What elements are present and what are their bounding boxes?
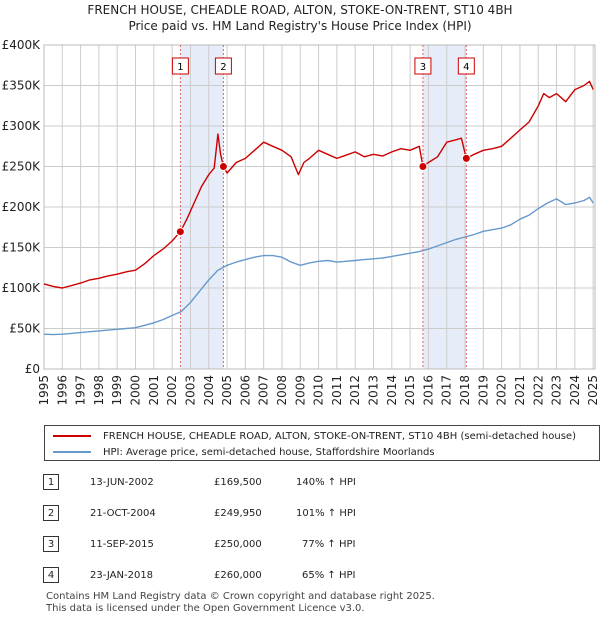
x-tick-label: 2011: [330, 375, 344, 406]
legend-swatch-hpi: [53, 451, 91, 453]
transaction-hpi-2: 101% ↑ HPI: [296, 508, 356, 519]
transaction-hpi-3: 77% ↑ HPI: [302, 539, 356, 550]
transaction-row-3: 3 11-SEP-2015 £250,000 77% ↑ HPI: [0, 536, 600, 558]
x-tick-label: 2008: [275, 375, 289, 406]
transaction-row-2: 2 21-OCT-2004 £249,950 101% ↑ HPI: [0, 505, 600, 527]
chart-title: FRENCH HOUSE, CHEADLE ROAD, ALTON, STOKE…: [87, 3, 512, 17]
annotation-box-1: [171, 57, 189, 75]
annotation-label-1: 1: [177, 62, 183, 73]
transaction-date-2: 21-OCT-2004: [90, 508, 156, 519]
annotation-box-4: [457, 57, 475, 75]
transaction-hpi-1: 140% ↑ HPI: [296, 477, 356, 488]
x-tick-label: 2010: [312, 375, 326, 406]
transaction-badge-1: 1: [43, 474, 59, 490]
transaction-badge-4: 4: [43, 567, 59, 583]
x-tick-label: 1997: [74, 375, 88, 406]
x-tick-label: 2017: [440, 375, 454, 406]
transaction-price-1: £169,500: [214, 477, 262, 488]
transaction-badge-2: 2: [43, 505, 59, 521]
price-chart: FRENCH HOUSE, CHEADLE ROAD, ALTON, STOKE…: [2, 3, 600, 406]
series-line-property: [43, 80, 594, 289]
sale-point-4: [461, 153, 471, 163]
legend-label-property: FRENCH HOUSE, CHEADLE ROAD, ALTON, STOKE…: [103, 430, 576, 442]
sale-point-1: [175, 227, 185, 237]
sale-point-3: [418, 162, 428, 171]
transaction-price-2: £249,950: [214, 508, 262, 519]
y-tick-label: £350K: [2, 79, 42, 93]
footer-licence: This data is licensed under the Open Gov…: [46, 603, 365, 614]
x-tick-label: 2013: [367, 375, 381, 406]
x-tick-label: 2018: [458, 375, 472, 406]
annotation-label-2: 2: [220, 62, 226, 73]
x-tick-label: 2016: [421, 375, 435, 406]
transaction-row-1: 1 13-JUN-2002 £169,500 140% ↑ HPI: [0, 474, 600, 496]
x-tick-label: 2006: [238, 375, 252, 406]
x-tick-label: 1998: [92, 375, 106, 406]
x-tick-label: 1996: [55, 375, 69, 406]
x-tick-label: 2022: [531, 375, 545, 406]
y-tick-label: £300K: [2, 119, 42, 133]
y-tick-label: £150K: [2, 241, 42, 255]
legend-item-property: FRENCH HOUSE, CHEADLE ROAD, ALTON, STOKE…: [53, 428, 576, 444]
transaction-row-4: 4 23-JAN-2018 £260,000 65% ↑ HPI: [0, 567, 600, 589]
series-line-hpi: [43, 196, 594, 336]
transaction-badge-3: 3: [43, 536, 59, 552]
x-tick-label: 2025: [586, 375, 600, 406]
x-tick-label: 2015: [403, 375, 417, 406]
x-tick-label: 2012: [348, 375, 362, 406]
legend-swatch-property: [53, 435, 91, 437]
legend-item-hpi: HPI: Average price, semi-detached house,…: [53, 444, 435, 460]
x-tick-label: 1995: [37, 375, 51, 406]
x-tick-label: 2009: [293, 375, 307, 406]
x-tick-label: 2005: [220, 375, 234, 406]
x-tick-label: 2002: [165, 375, 179, 406]
transaction-date-1: 13-JUN-2002: [90, 477, 154, 488]
footer-copyright: Contains HM Land Registry data © Crown c…: [46, 591, 435, 602]
x-tick-label: 2007: [257, 375, 271, 406]
legend: FRENCH HOUSE, CHEADLE ROAD, ALTON, STOKE…: [44, 425, 600, 461]
transaction-price-3: £250,000: [214, 539, 262, 550]
annotation-box-2: [214, 57, 232, 75]
transaction-hpi-4: 65% ↑ HPI: [302, 570, 356, 581]
transaction-date-3: 11-SEP-2015: [90, 539, 154, 550]
annotation-label-4: 4: [463, 62, 469, 73]
x-tick-label: 2024: [568, 375, 582, 406]
x-tick-label: 2023: [550, 375, 564, 406]
chart-subtitle: Price paid vs. HM Land Registry's House …: [128, 19, 471, 33]
x-tick-label: 2014: [385, 375, 399, 406]
x-tick-label: 2020: [495, 375, 509, 406]
x-tick-label: 2019: [476, 375, 490, 406]
sale-point-2: [218, 162, 228, 172]
x-tick-label: 2001: [147, 375, 161, 406]
y-tick-label: £400K: [2, 38, 42, 52]
x-tick-label: 1999: [110, 375, 124, 406]
y-tick-label: £0: [25, 362, 40, 376]
transaction-date-4: 23-JAN-2018: [90, 570, 154, 581]
legend-label-hpi: HPI: Average price, semi-detached house,…: [103, 446, 435, 458]
y-tick-label: £200K: [2, 200, 42, 214]
x-tick-label: 2004: [202, 375, 216, 406]
x-tick-label: 2003: [183, 375, 197, 406]
plot-frame: [43, 44, 596, 370]
y-tick-label: £50K: [9, 322, 41, 336]
transaction-price-4: £260,000: [214, 570, 262, 581]
annotation-box-3: [414, 57, 432, 75]
annotation-label-3: 3: [420, 62, 426, 73]
x-tick-label: 2000: [129, 375, 143, 406]
y-tick-label: £250K: [2, 160, 42, 174]
y-tick-label: £100K: [2, 281, 42, 295]
x-tick-label: 2021: [513, 375, 527, 406]
